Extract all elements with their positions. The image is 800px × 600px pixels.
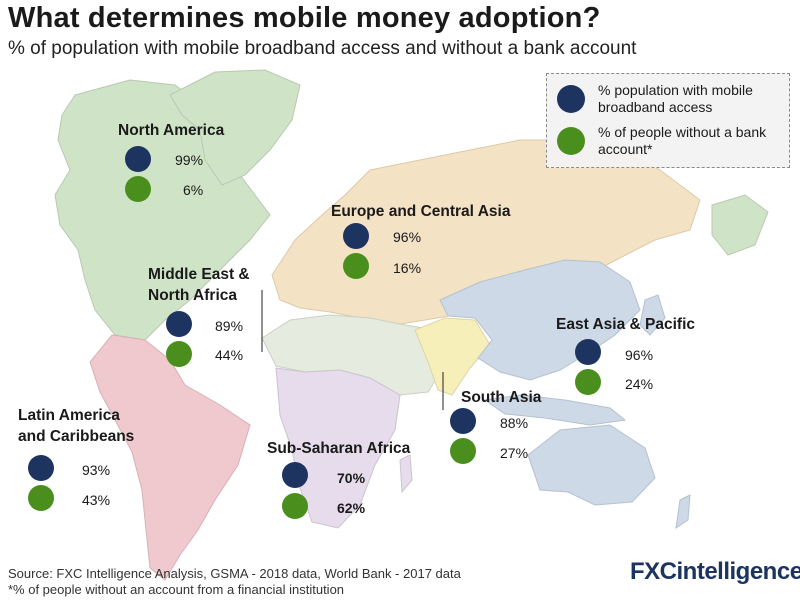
broadband-value-mena: 89% [215,318,244,334]
australia-shape [527,424,656,506]
south-asia-shape [414,317,491,396]
unbanked-marker-north-america [125,176,151,202]
indonesia-shape [483,394,627,426]
latin-america-shape [89,334,251,581]
logo-part-intelligence: intelligence [676,558,800,585]
broadband-value-sub-saharan-africa: 70% [337,470,366,486]
broadband-marker-north-america [125,146,151,172]
logo-part-fxc: FXC [630,558,677,585]
broadband-value-south-asia: 88% [500,415,529,431]
unbanked-value-mena: 44% [215,347,244,363]
broadband-marker-south-asia [450,408,476,434]
legend-unbanked-label: % of people without a bank account* [598,124,767,157]
unbanked-value-east-asia-pacific: 24% [625,376,654,392]
legend-item-broadband: % population with mobile broadband acces… [557,82,778,116]
new-zealand-shape [675,494,691,530]
region-name-europe-central-asia: Europe and Central Asia [331,203,511,220]
legend-broadband-marker [557,85,585,113]
broadband-value-east-asia-pacific: 96% [625,347,654,363]
region-name-sub-saharan-africa: Sub-Saharan Africa [267,440,411,457]
region-name-north-america: North America [118,122,225,139]
legend-item-unbanked: % of people without a bank account* [557,124,778,158]
unbanked-value-europe-central-asia: 16% [393,260,422,276]
legend: % population with mobile broadband acces… [546,73,790,168]
unbanked-marker-europe-central-asia [343,253,369,279]
chukotka-shape [711,194,769,256]
region-name-mena-line1: Middle East & [148,266,250,283]
unbanked-marker-east-asia-pacific [575,369,601,395]
greenland-shape [169,69,301,186]
unbanked-marker-sub-saharan-africa [282,493,308,519]
broadband-marker-latin-america [28,455,54,481]
unbanked-value-south-asia: 27% [500,445,529,461]
japan-shape [639,294,666,336]
unbanked-value-north-america: 6% [183,182,204,198]
legend-unbanked-marker [557,127,585,155]
chart-title: What determines mobile money adoption? [8,2,601,34]
broadband-value-latin-america: 93% [82,462,111,478]
broadband-marker-east-asia-pacific [575,339,601,365]
fxc-intelligence-logo: FXCintelligence [630,558,800,586]
unbanked-marker-mena [166,341,192,367]
unbanked-value-sub-saharan-africa: 62% [337,500,366,516]
sub-saharan-africa-shape [275,367,401,529]
chart-subtitle: % of population with mobile broadband ac… [8,38,637,59]
unbanked-value-latin-america: 43% [82,492,111,508]
broadband-marker-europe-central-asia [343,223,369,249]
unbanked-marker-south-asia [450,438,476,464]
region-name-east-asia-pacific: East Asia & Pacific [556,316,695,333]
source-footnote: Source: FXC Intelligence Analysis, GSMA … [8,566,461,598]
region-name-south-asia: South Asia [461,389,542,406]
broadband-marker-mena [166,311,192,337]
broadband-marker-sub-saharan-africa [282,462,308,488]
broadband-value-north-america: 99% [175,152,204,168]
unbanked-marker-latin-america [28,485,54,511]
region-name-latin-america-line2: and Caribbeans [18,428,135,445]
footnote-text: *% of people without an account from a f… [8,582,345,597]
source-text: Source: FXC Intelligence Analysis, GSMA … [8,566,461,581]
madagascar-shape [399,454,413,494]
region-name-mena-line2: North Africa [148,287,237,304]
legend-broadband-label: % population with mobile broadband acces… [598,82,753,115]
region-name-latin-america-line1: Latin America [18,407,120,424]
broadband-value-europe-central-asia: 96% [393,229,422,245]
